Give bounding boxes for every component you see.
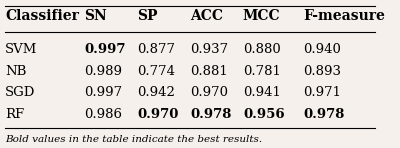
Text: SVM: SVM bbox=[5, 43, 38, 56]
Text: ACC: ACC bbox=[190, 9, 223, 23]
Text: 0.970: 0.970 bbox=[190, 86, 228, 99]
Text: 0.881: 0.881 bbox=[190, 65, 228, 78]
Text: 0.978: 0.978 bbox=[303, 108, 345, 121]
Text: 0.997: 0.997 bbox=[84, 43, 126, 56]
Text: 0.970: 0.970 bbox=[137, 108, 179, 121]
Text: 0.986: 0.986 bbox=[84, 108, 122, 121]
Text: 0.956: 0.956 bbox=[243, 108, 284, 121]
Text: 0.971: 0.971 bbox=[303, 86, 341, 99]
Text: MCC: MCC bbox=[243, 9, 280, 23]
Text: Classifier: Classifier bbox=[5, 9, 79, 23]
Text: SN: SN bbox=[84, 9, 107, 23]
Text: 0.774: 0.774 bbox=[137, 65, 175, 78]
Text: SGD: SGD bbox=[5, 86, 36, 99]
Text: SP: SP bbox=[137, 9, 158, 23]
Text: 0.989: 0.989 bbox=[84, 65, 122, 78]
Text: 0.877: 0.877 bbox=[137, 43, 175, 56]
Text: F-measure: F-measure bbox=[303, 9, 385, 23]
Text: 0.940: 0.940 bbox=[303, 43, 341, 56]
Text: NB: NB bbox=[5, 65, 26, 78]
Text: 0.997: 0.997 bbox=[84, 86, 122, 99]
Text: 0.937: 0.937 bbox=[190, 43, 228, 56]
Text: 0.978: 0.978 bbox=[190, 108, 232, 121]
Text: Bold values in the table indicate the best results.: Bold values in the table indicate the be… bbox=[5, 135, 262, 144]
Text: 0.941: 0.941 bbox=[243, 86, 281, 99]
Text: 0.942: 0.942 bbox=[137, 86, 175, 99]
Text: 0.880: 0.880 bbox=[243, 43, 281, 56]
Text: RF: RF bbox=[5, 108, 24, 121]
Text: 0.893: 0.893 bbox=[303, 65, 341, 78]
Text: 0.781: 0.781 bbox=[243, 65, 281, 78]
